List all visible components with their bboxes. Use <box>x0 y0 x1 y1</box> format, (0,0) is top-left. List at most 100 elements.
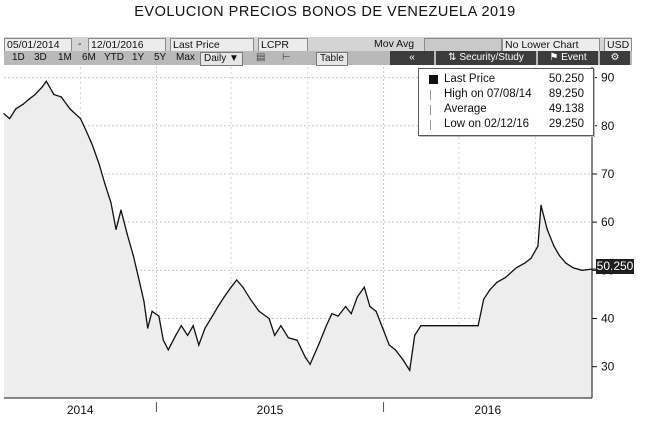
security-study-label: Security/Study <box>459 52 524 63</box>
data-point <box>230 286 232 288</box>
legend-box: Last Price 50.250 High on 07/08/14 89.25… <box>418 68 594 136</box>
event-button[interactable]: ⚑ Event <box>538 51 598 65</box>
data-point <box>274 334 276 336</box>
legend-low-value: 29.250 <box>548 118 584 130</box>
data-point <box>167 349 169 351</box>
data-point <box>546 228 548 230</box>
data-point <box>439 325 441 327</box>
data-point <box>382 329 385 332</box>
data-point <box>309 363 311 365</box>
price-line <box>3 79 593 373</box>
data-point <box>110 202 112 204</box>
data-point <box>458 325 460 327</box>
data-point <box>268 317 270 320</box>
data-point <box>162 339 164 341</box>
data-point <box>537 245 539 247</box>
data-point <box>414 334 416 336</box>
data-point <box>98 163 100 165</box>
data-point <box>242 286 244 288</box>
data-point <box>236 279 238 281</box>
period-ytd[interactable]: YTD <box>104 52 124 63</box>
field-selector[interactable]: Last Price <box>170 38 254 52</box>
period-max[interactable]: Max <box>176 52 195 63</box>
collapse-button[interactable]: « <box>390 51 434 65</box>
data-point <box>91 144 93 146</box>
data-point <box>420 325 422 327</box>
data-point <box>158 315 160 317</box>
data-point <box>540 204 542 206</box>
data-point <box>147 327 149 329</box>
frequency-label: Daily <box>204 53 227 64</box>
data-point <box>530 257 532 259</box>
data-point <box>350 313 352 315</box>
data-point <box>53 93 55 96</box>
legend-low-label: Low on 02/12/16 <box>444 118 530 130</box>
legend-low: Low on 02/12/16 29.250 <box>419 117 591 132</box>
data-point <box>553 245 555 247</box>
y-tick-label: 60 <box>601 215 615 229</box>
data-point <box>151 310 153 312</box>
data-point <box>22 103 24 105</box>
data-point <box>409 369 411 371</box>
chart-type-icon[interactable]: ▤ <box>256 52 266 63</box>
legend-marker <box>430 90 431 100</box>
settings-icon[interactable]: ⚙ <box>600 51 630 65</box>
data-point <box>180 325 182 327</box>
lower-chart-label: No Lower Chart <box>505 39 579 51</box>
data-point <box>325 325 327 327</box>
data-point <box>572 267 574 269</box>
data-point <box>69 108 71 110</box>
legend-average: Average 49.138 <box>419 102 591 117</box>
data-point <box>425 325 428 327</box>
data-point <box>223 296 225 298</box>
data-point <box>60 96 62 98</box>
field-selector-label: Last Price <box>173 39 220 51</box>
table-button[interactable]: Table <box>316 52 348 66</box>
period-3d[interactable]: 3D <box>34 52 47 63</box>
data-point <box>126 233 128 235</box>
data-point <box>504 276 507 279</box>
security-study-button[interactable]: ⇅ Security/Study <box>436 51 536 65</box>
period-1m[interactable]: 1M <box>58 52 72 63</box>
data-point <box>515 267 517 269</box>
data-point <box>198 344 200 346</box>
legend-high-value: 89.250 <box>548 88 584 100</box>
data-point <box>363 286 365 288</box>
end-date-field[interactable]: 12/01/2016 <box>88 38 166 52</box>
data-point <box>287 337 289 339</box>
data-point <box>217 305 219 308</box>
data-point <box>345 305 347 308</box>
data-point <box>143 301 145 303</box>
data-point <box>139 281 141 283</box>
data-point <box>211 315 214 317</box>
legend-last-price-value: 50.250 <box>548 73 584 85</box>
period-6m[interactable]: 6M <box>82 52 96 63</box>
data-point <box>258 310 260 312</box>
currency-label: USD <box>607 39 630 51</box>
data-point <box>3 113 5 115</box>
period-1d[interactable]: 1D <box>12 52 25 63</box>
legend-last-price-label: Last Price <box>444 73 496 85</box>
start-date-field[interactable]: 05/01/2014 <box>4 38 72 52</box>
frequency-dropdown[interactable]: Daily ▼ <box>200 52 243 66</box>
data-point <box>388 344 390 346</box>
legend-average-value: 49.138 <box>548 103 584 115</box>
drawing-tools-icon[interactable]: ⊢ <box>282 52 291 63</box>
data-point <box>28 98 30 100</box>
data-point <box>394 349 396 351</box>
currency-select[interactable]: USD <box>604 38 632 52</box>
data-point <box>489 288 491 291</box>
legend-marker <box>430 120 431 130</box>
legend-average-label: Average <box>444 103 487 115</box>
period-1y[interactable]: 1Y <box>132 52 145 63</box>
flag-icon: ⚑ <box>549 52 559 63</box>
last-price-flag: 50.250 <box>596 259 634 274</box>
period-5y[interactable]: 5Y <box>154 52 167 63</box>
data-point <box>249 298 251 300</box>
data-point <box>581 269 583 271</box>
data-point <box>79 117 82 120</box>
data-point <box>369 305 371 308</box>
y-tick-label: 90 <box>601 71 615 85</box>
data-point <box>45 80 47 82</box>
legend-high-label: High on 07/08/14 <box>444 88 532 100</box>
